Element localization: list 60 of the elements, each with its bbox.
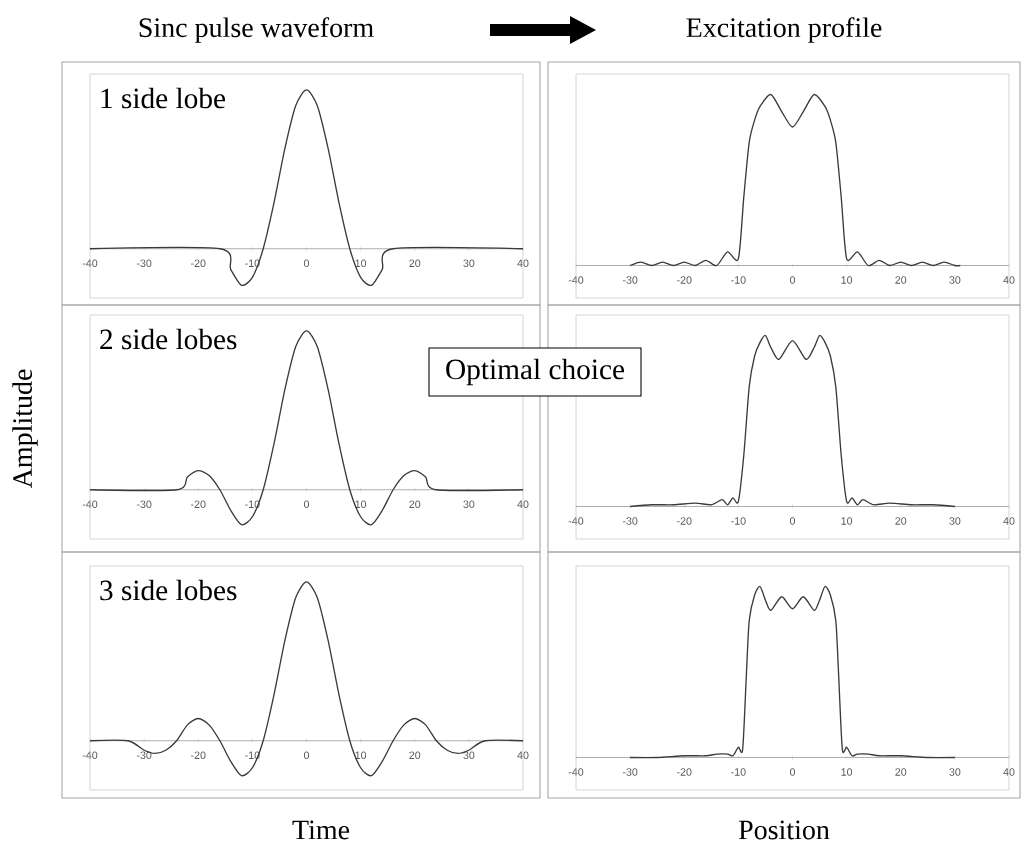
x-tick-label: -20 (191, 500, 206, 508)
x-tick-label: 30 (949, 276, 961, 284)
x-tick-label: 20 (409, 500, 421, 508)
x-tick-label: 0 (789, 517, 796, 525)
x-tick-label: -30 (622, 517, 638, 525)
x-tick-label: -10 (731, 276, 746, 284)
x-tick-label: 0 (789, 276, 796, 284)
x-tick-label: -10 (731, 517, 746, 525)
annotation: 3 side lobes (100, 579, 237, 601)
x-tick-label: -20 (191, 259, 206, 267)
x-tick-label: 10 (355, 751, 367, 759)
x-tick-label: 10 (841, 517, 853, 525)
x-tick-label: 40 (517, 500, 529, 508)
x-tick-label: 40 (1003, 276, 1015, 284)
x-tick-label: 20 (409, 259, 421, 267)
chart-title: Sinc pulse waveform (139, 17, 374, 43)
x-tick-label: 10 (355, 500, 367, 508)
x-tick-label: -30 (136, 751, 152, 759)
x-tick-label: -20 (677, 276, 692, 284)
chart-title: Excitation profile (686, 17, 882, 43)
annotation: Optimal choice (446, 358, 625, 386)
x-tick-label: -40 (568, 768, 584, 776)
x-tick-label: 10 (841, 276, 853, 284)
x-tick-label: 0 (303, 500, 310, 508)
x-tick-label: 30 (463, 259, 475, 267)
x-tick-label: -40 (568, 276, 584, 284)
x-tick-label: 20 (895, 768, 907, 776)
x-tick-label: 40 (1003, 517, 1015, 525)
x-tick-label: 30 (463, 500, 475, 508)
x-tick-label: -40 (82, 751, 98, 759)
x-tick-label: -20 (677, 517, 692, 525)
annotation: 2 side lobes (100, 328, 237, 350)
x-tick-label: 30 (949, 768, 961, 776)
y-axis-title: Amplitude (12, 369, 38, 489)
x-tick-label: -30 (136, 259, 152, 267)
x-tick-label: -30 (136, 500, 152, 508)
x-tick-label: 40 (517, 751, 529, 759)
x-tick-label: 0 (789, 768, 796, 776)
x-tick-label: 40 (517, 259, 529, 267)
x-tick-label: -30 (622, 768, 638, 776)
x-tick-label: -40 (82, 259, 98, 267)
x-tick-label: -20 (191, 751, 206, 759)
x-tick-label: 30 (949, 517, 961, 525)
x-tick-label: 30 (463, 751, 475, 759)
x-axis-title: Position (738, 820, 830, 840)
x-tick-label: -30 (622, 276, 638, 284)
x-tick-label: 10 (355, 259, 367, 267)
x-tick-label: 20 (895, 276, 907, 284)
x-tick-label: -20 (677, 768, 692, 776)
x-tick-label: 20 (895, 517, 907, 525)
x-tick-label: 0 (303, 259, 310, 267)
x-tick-label: -10 (731, 768, 746, 776)
x-tick-label: 40 (1003, 768, 1015, 776)
x-tick-label: 20 (409, 751, 421, 759)
x-tick-label: 10 (841, 768, 853, 776)
x-axis-title: Time (292, 820, 350, 840)
annotation: 1 side lobe (101, 87, 226, 109)
x-tick-label: -40 (568, 517, 584, 525)
x-tick-label: -40 (82, 500, 98, 508)
x-tick-label: 0 (303, 751, 310, 759)
